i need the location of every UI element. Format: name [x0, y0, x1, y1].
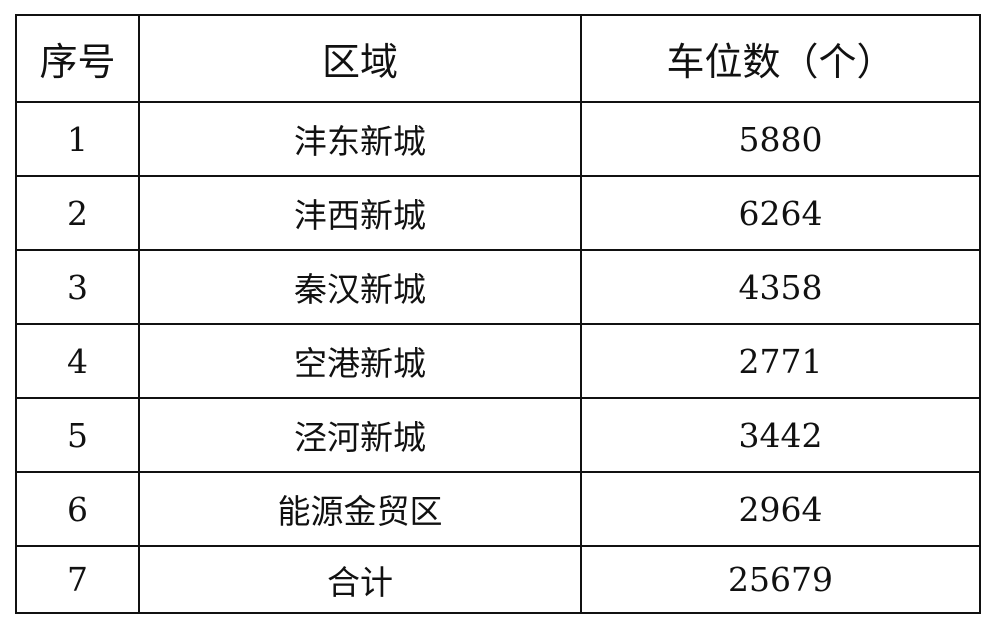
cell-spaces: 2771: [580, 323, 981, 399]
cell-spaces: 5880: [580, 101, 981, 177]
cell-index: 4: [15, 323, 140, 399]
cell-index: 1: [15, 101, 140, 177]
header-index: 序号: [15, 14, 140, 103]
table-row: 6 能源金贸区 2964: [15, 471, 981, 547]
table-row: 3 秦汉新城 4358: [15, 249, 981, 325]
cell-area: 沣东新城: [138, 101, 582, 177]
cell-area: 沣西新城: [138, 175, 582, 251]
parking-table: 序号 区域 车位数（个） 1 沣东新城 5880 2 沣西新城 6264 3 秦…: [15, 14, 981, 614]
cell-index: 5: [15, 397, 140, 473]
table-row: 5 泾河新城 3442: [15, 397, 981, 473]
table-row: 2 沣西新城 6264: [15, 175, 981, 251]
header-area: 区域: [138, 14, 582, 103]
cell-index: 7: [15, 545, 140, 614]
table-row: 4 空港新城 2771: [15, 323, 981, 399]
cell-spaces: 6264: [580, 175, 981, 251]
header-spaces: 车位数（个）: [580, 14, 981, 103]
table-row: 1 沣东新城 5880: [15, 101, 981, 177]
cell-index: 2: [15, 175, 140, 251]
cell-spaces: 25679: [580, 545, 981, 614]
cell-area: 秦汉新城: [138, 249, 582, 325]
cell-area: 泾河新城: [138, 397, 582, 473]
cell-index: 6: [15, 471, 140, 547]
cell-index: 3: [15, 249, 140, 325]
cell-spaces: 2964: [580, 471, 981, 547]
cell-spaces: 4358: [580, 249, 981, 325]
cell-area: 合计: [138, 545, 582, 614]
total-row: 7 合计 25679: [15, 545, 981, 614]
cell-area: 空港新城: [138, 323, 582, 399]
header-row: 序号 区域 车位数（个）: [15, 14, 981, 103]
cell-spaces: 3442: [580, 397, 981, 473]
cell-area: 能源金贸区: [138, 471, 582, 547]
